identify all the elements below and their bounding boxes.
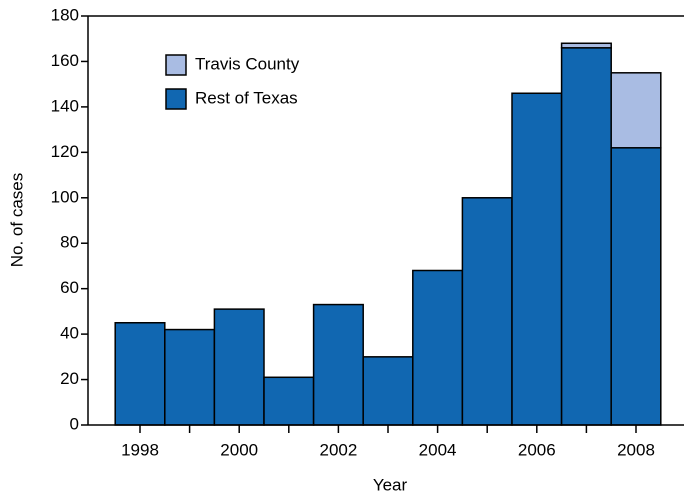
y-axis-title: No. of cases	[7, 173, 26, 268]
y-tick-label: 180	[51, 5, 79, 24]
y-tick-label: 80	[60, 233, 79, 252]
y-tick-label: 0	[70, 414, 79, 433]
x-tick-label: 1998	[121, 440, 159, 459]
bar	[461, 197, 513, 426]
bar	[511, 92, 563, 426]
bar	[412, 269, 464, 426]
legend-swatch	[165, 88, 187, 110]
bar	[114, 322, 166, 426]
x-tick-label: 2008	[617, 440, 655, 459]
bar	[560, 47, 612, 426]
y-tick-label: 40	[60, 324, 79, 343]
bar	[164, 328, 216, 426]
bar	[362, 356, 414, 426]
x-tick-label: 2004	[419, 440, 457, 459]
y-tick-label: 160	[51, 51, 79, 70]
x-axis-title: Year	[373, 475, 408, 494]
x-tick-label: 2000	[220, 440, 258, 459]
bar	[610, 147, 662, 426]
y-tick-label: 140	[51, 96, 79, 115]
y-tick-label: 60	[60, 278, 79, 297]
x-tick-label: 2006	[518, 440, 556, 459]
legend-label: Rest of Texas	[195, 88, 298, 107]
x-tick-label: 2002	[319, 440, 357, 459]
bar	[610, 72, 662, 149]
y-tick-label: 120	[51, 142, 79, 161]
y-tick-label: 100	[51, 187, 79, 206]
bar	[263, 376, 315, 426]
bar	[560, 42, 612, 49]
y-tick-label: 20	[60, 369, 79, 388]
legend-label: Travis County	[195, 54, 300, 73]
legend-swatch	[165, 54, 187, 76]
bar	[312, 303, 364, 426]
bar	[213, 308, 265, 426]
